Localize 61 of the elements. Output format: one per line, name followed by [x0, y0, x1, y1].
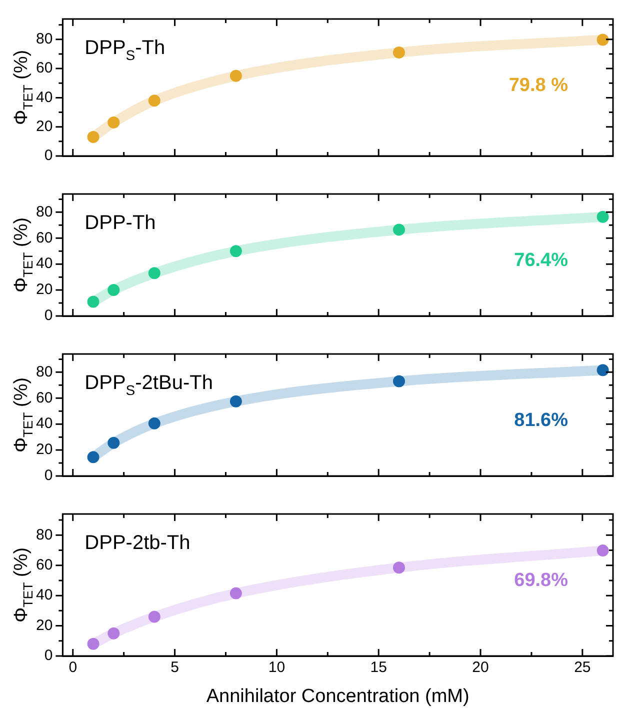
y-tick-label: 20 — [36, 441, 53, 458]
point — [108, 436, 120, 449]
point — [108, 284, 120, 296]
y-tick-label: 40 — [36, 255, 53, 272]
y-tick-label: 20 — [36, 281, 53, 298]
point — [230, 587, 242, 600]
y-tick-label: 80 — [36, 30, 53, 48]
x-axis-title: Annihilator Concentration (mM) — [206, 686, 470, 707]
point — [148, 610, 160, 623]
y-tick-label: 80 — [36, 363, 53, 380]
point — [87, 451, 100, 464]
y-axis-title: ΦTET (%) — [11, 377, 36, 453]
y-axis-title: ΦTET (%) — [11, 217, 36, 293]
x-tick-label: 10 — [268, 659, 286, 676]
point — [230, 70, 242, 82]
point — [87, 296, 100, 308]
y-tick-label: 40 — [36, 88, 53, 106]
point — [148, 267, 160, 280]
y-tick-label: 0 — [44, 467, 53, 484]
point — [87, 131, 100, 144]
point — [230, 245, 242, 258]
y-tick-label: 80 — [36, 203, 53, 220]
y-tick-label: 0 — [44, 307, 53, 324]
y-tick-label: 40 — [36, 415, 53, 432]
annotation: 81.6% — [514, 410, 568, 431]
point — [230, 395, 242, 408]
y-tick-label: 20 — [36, 118, 53, 135]
y-axis-title: ΦTET (%) — [11, 50, 36, 126]
point — [392, 224, 405, 236]
y-tick-label: 0 — [44, 147, 53, 164]
point — [596, 34, 609, 46]
x-tick-label: 20 — [472, 659, 489, 676]
y-tick-label: 60 — [36, 556, 53, 574]
y-tick-label: 80 — [36, 526, 53, 544]
point — [392, 375, 405, 388]
point — [148, 94, 160, 107]
point — [148, 417, 160, 430]
annotation: 79.8 % — [508, 75, 568, 96]
y-tick-label: 0 — [44, 647, 53, 664]
y-tick-label: 60 — [36, 60, 53, 77]
point — [596, 364, 609, 376]
point — [392, 562, 405, 574]
x-tick-label: 0 — [68, 659, 78, 676]
text: DPP-Th — [84, 212, 156, 234]
text: DPP-2tb-Th — [84, 532, 190, 554]
y-tick-label: 20 — [36, 616, 53, 634]
y-axis-title: ΦTET (%) — [11, 547, 36, 623]
x-tick-label: 5 — [170, 659, 179, 676]
annotation: 69.8% — [514, 570, 568, 591]
point — [596, 210, 609, 223]
x-tick-label: 25 — [574, 659, 591, 676]
y-tick-label: 60 — [36, 229, 53, 246]
annotation: 76.4% — [514, 250, 568, 271]
x-tick-label: 15 — [370, 659, 387, 676]
y-tick-label: 60 — [36, 389, 53, 406]
point — [108, 627, 120, 640]
point — [596, 544, 609, 557]
point — [108, 116, 120, 128]
point — [87, 638, 100, 650]
point — [392, 46, 405, 59]
y-tick-label: 40 — [36, 586, 53, 604]
